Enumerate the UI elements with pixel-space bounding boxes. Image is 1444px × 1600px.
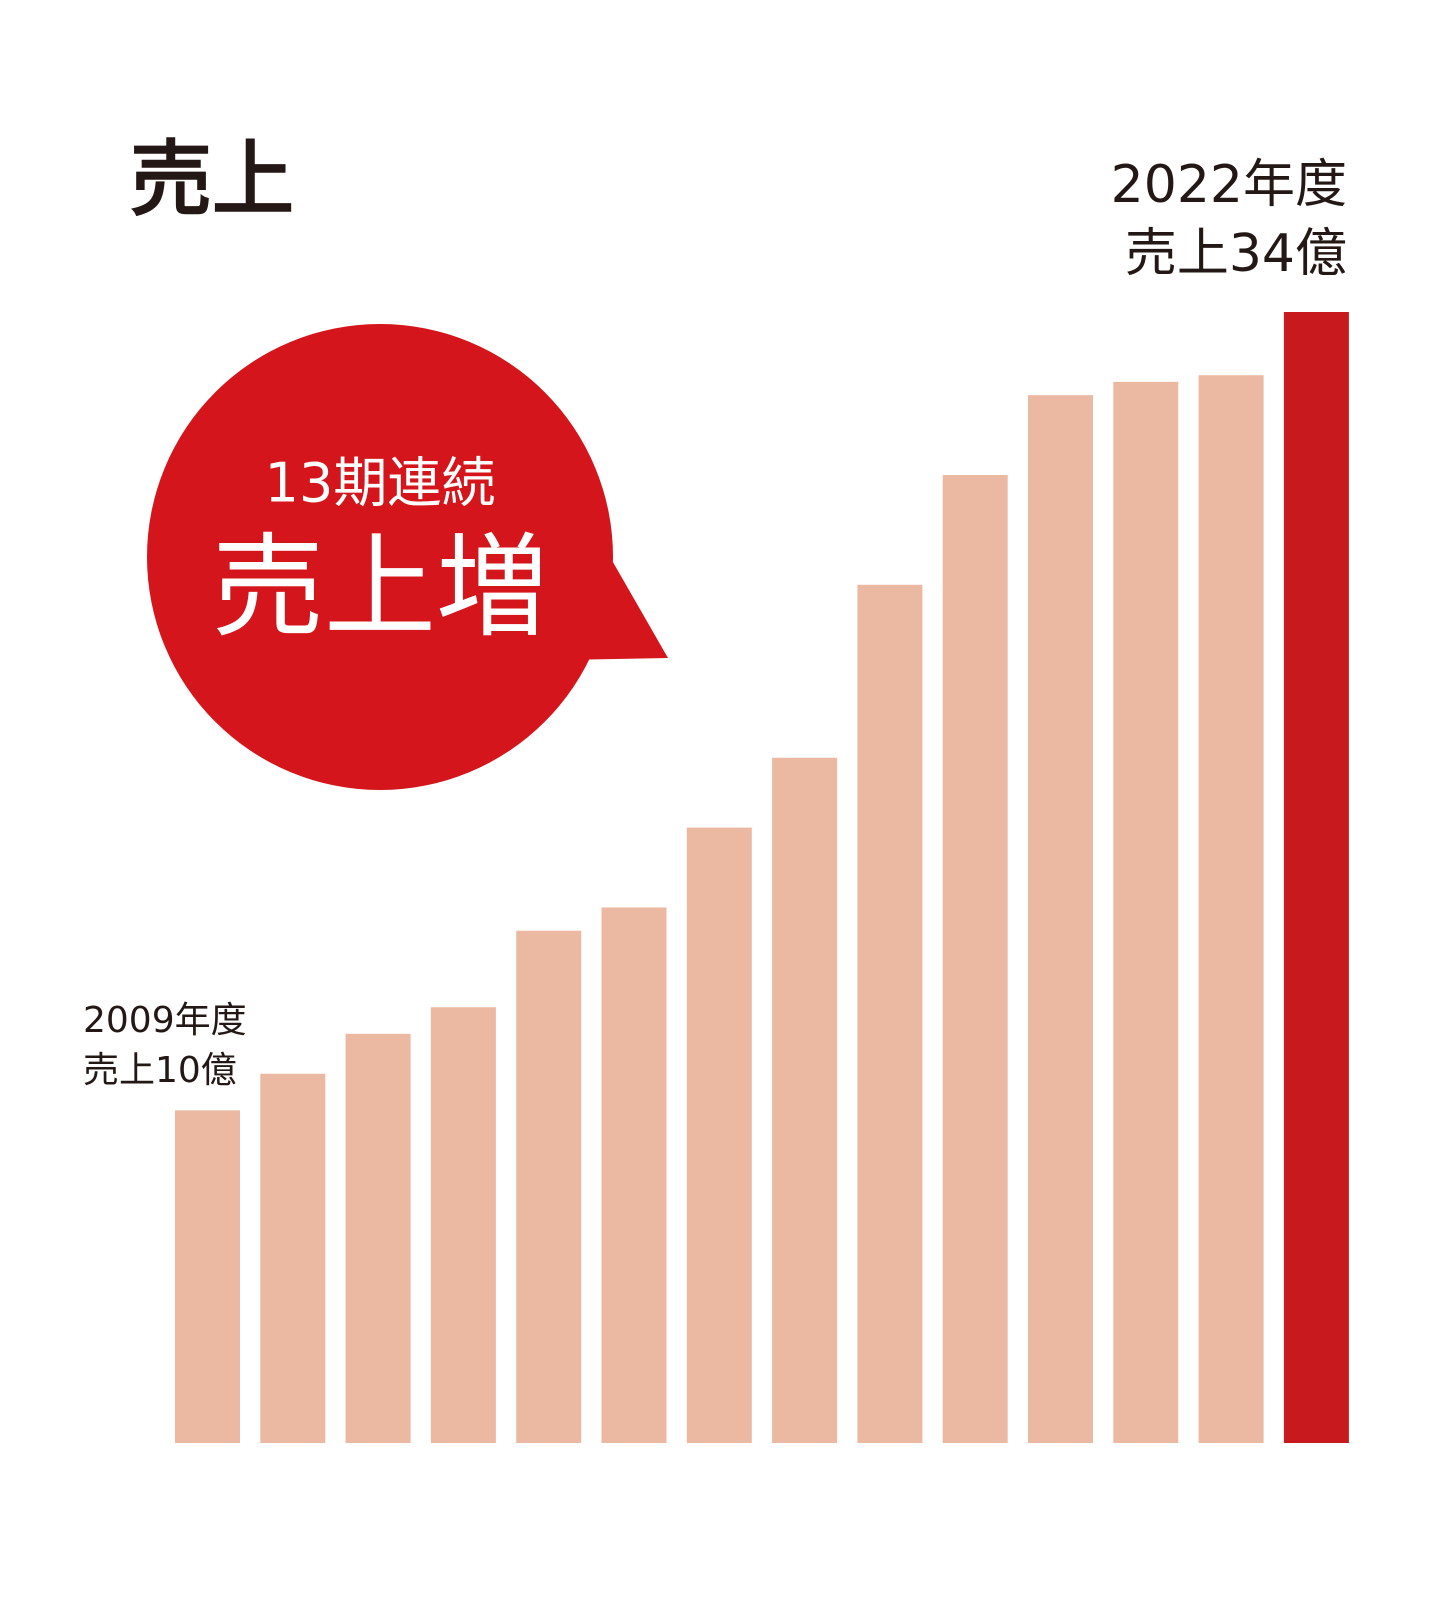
bar [1028,395,1093,1444]
chart-title: 売上 [130,132,294,227]
bar [430,1007,496,1443]
bar [942,474,1008,1443]
category-label: 2009年度 [83,1000,247,1041]
bar [1283,312,1349,1443]
callout-line2: 売上増 [212,523,548,653]
bar [1198,375,1264,1444]
bar [175,1110,240,1443]
bar [516,930,582,1443]
bar [601,907,667,1443]
callout: 13期連続 売上増 [147,324,668,790]
callout-bubble [147,324,613,790]
bar [772,757,838,1443]
bar [345,1033,411,1443]
bar [260,1073,326,1443]
callout-tail [560,470,668,660]
bar [1113,381,1179,1443]
bar [857,584,923,1443]
value-label: 売上10億 [83,1050,237,1091]
bar [686,827,752,1443]
category-label: 2022年度 [1111,155,1347,215]
value-label: 売上34億 [1125,224,1347,284]
callout-line1: 13期連続 [265,452,496,515]
